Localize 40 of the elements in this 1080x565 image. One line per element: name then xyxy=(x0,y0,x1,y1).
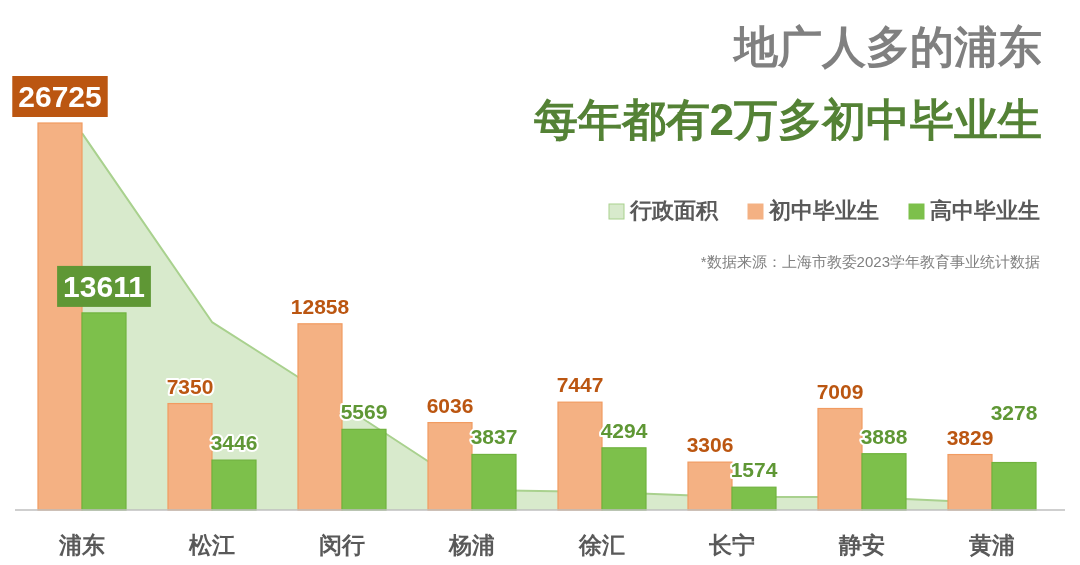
annotation: *数据来源：上海市教委2023学年教育事业统计数据 xyxy=(700,253,1040,270)
bar xyxy=(947,453,993,511)
data-label: 7350 xyxy=(166,374,214,398)
data-label: 13611 xyxy=(63,269,145,303)
bar xyxy=(817,407,863,511)
bar xyxy=(601,447,647,511)
data-label: 3306 xyxy=(686,433,734,457)
bar xyxy=(297,323,343,511)
data-label: 3278 xyxy=(990,400,1038,424)
bar xyxy=(861,453,907,511)
data-label: 6036 xyxy=(426,393,474,417)
bar xyxy=(167,402,213,511)
bar xyxy=(471,453,517,511)
x-tick-label: 黄浦 xyxy=(968,532,1015,558)
x-tick-label: 长宁 xyxy=(708,532,755,558)
legend-label: 初中毕业生 xyxy=(768,198,879,223)
legend-label: 行政面积 xyxy=(629,198,719,223)
data-label: 1574 xyxy=(730,458,778,482)
chart-subtitle: 每年都有2万多初中毕业生 xyxy=(532,95,1042,144)
data-label: 7447 xyxy=(556,373,604,397)
data-label: 12858 xyxy=(290,294,350,318)
bar xyxy=(81,312,127,511)
x-tick-label: 徐汇 xyxy=(578,532,625,558)
bar xyxy=(991,461,1037,511)
bar xyxy=(731,486,777,511)
bar xyxy=(427,421,473,511)
x-tick-label: 静安 xyxy=(838,532,885,558)
bar xyxy=(211,459,257,511)
data-label: 3829 xyxy=(946,425,994,449)
bar xyxy=(341,428,387,511)
chart-title: 地广人多的浦东 xyxy=(732,22,1042,71)
bar xyxy=(557,401,603,511)
x-tick-label: 杨浦 xyxy=(448,532,495,558)
x-tick-label: 浦东 xyxy=(58,532,105,558)
legend-label: 高中毕业生 xyxy=(930,198,1040,223)
data-label: 7009 xyxy=(816,379,864,403)
data-label: 26725 xyxy=(18,80,102,113)
x-tick-label: 松江 xyxy=(188,532,235,558)
x-tick-label: 闵行 xyxy=(319,532,365,558)
bar xyxy=(687,461,733,511)
